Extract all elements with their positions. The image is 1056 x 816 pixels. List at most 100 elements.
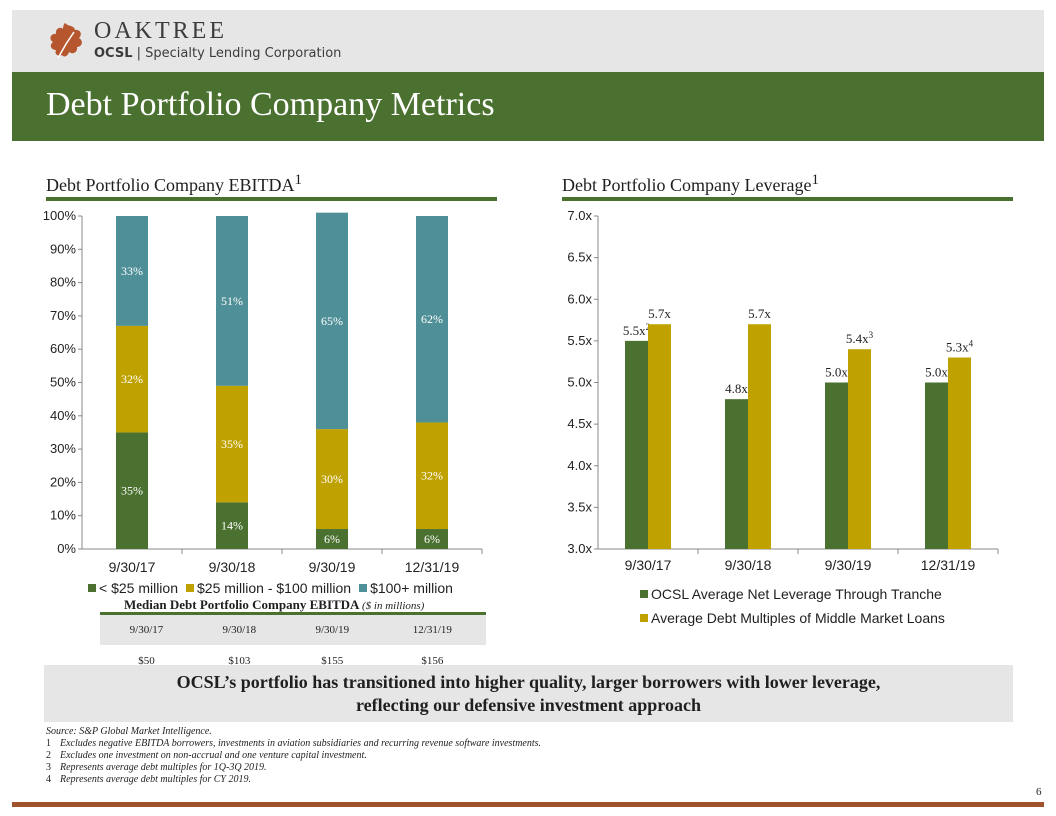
legend-swatch-large <box>359 584 368 592</box>
y-tick-label: 6.0x <box>567 291 592 306</box>
legend-item-ocsl: OCSL Average Net Leverage Through Tranch… <box>640 586 945 602</box>
footnote-number: 2 <box>46 750 51 761</box>
y-tick-label: 80% <box>50 275 76 290</box>
callout-line-1: OCSL’s portfolio has transitioned into h… <box>176 671 881 692</box>
data-label-footnote-ref: 2 <box>646 322 651 332</box>
ebitda-stacked-bar-chart: 0% 10% 20% 30% 40% 50% 60% 70% 80% 90% 100% 9/30/17… <box>43 208 483 575</box>
page-title: Debt Portfolio Company Metrics <box>46 86 495 123</box>
y-tick-label: 4.0x <box>567 458 592 473</box>
legend-item-market: Average Debt Multiples of Middle Market … <box>640 610 945 626</box>
bar <box>648 324 671 549</box>
data-label: 62% <box>421 312 443 326</box>
y-tick-label: 70% <box>50 308 76 323</box>
legend-item-large: $100+ million <box>359 580 453 596</box>
footnote-source: Source: S&P Global Market Intelligence. <box>46 726 212 737</box>
stacked-bar-segment <box>116 216 148 326</box>
ebitda-section-title-text: Debt Portfolio Company EBITDA <box>46 175 295 195</box>
median-table-header: 9/30/17 <box>100 612 193 645</box>
median-table-header: 12/31/19 <box>378 612 486 645</box>
brand-subtitle: OCSL | Specialty Lending Corporation <box>94 46 341 61</box>
leverage-section-rule <box>562 197 1013 201</box>
data-label: 51% <box>221 294 243 308</box>
median-table-title: Median Debt Portfolio Company EBITDA ($ … <box>124 597 424 613</box>
stacked-bar-segment <box>116 432 148 549</box>
stacked-bar-segment <box>316 429 348 530</box>
y-tick-label: 60% <box>50 341 76 356</box>
y-tick-label: 5.0x <box>567 375 592 390</box>
stacked-bar-segment <box>216 385 248 503</box>
x-tick-label: 12/31/19 <box>921 557 976 573</box>
y-tick-label: 3.5x <box>567 499 592 514</box>
bar <box>948 357 971 549</box>
footnote-text: Excludes negative EBITDA borrowers, inve… <box>60 738 542 749</box>
key-takeaway-callout: OCSL’s portfolio has transitioned into h… <box>44 665 1013 722</box>
legend-item-mid: $25 million - $100 million <box>186 580 351 596</box>
data-label: 35% <box>221 437 243 451</box>
x-tick-label: 9/30/18 <box>209 559 256 575</box>
y-tick-label: 20% <box>50 474 76 489</box>
legend-label-ocsl: OCSL Average Net Leverage Through Tranch… <box>651 586 942 602</box>
legend-item-small: < $25 million <box>88 580 178 596</box>
data-label: 32% <box>121 372 143 386</box>
brand-ticker: OCSL <box>94 46 133 61</box>
median-table-title-text: Median Debt Portfolio Company EBITDA <box>124 597 359 612</box>
leverage-section-footnote-ref: 1 <box>811 172 819 188</box>
footnote-item: 1 Excludes negative EBITDA borrowers, inv… <box>46 738 541 750</box>
footnote-item: 4 Represents average debt multiples for C… <box>46 774 541 786</box>
y-tick-label: 5.5x <box>567 333 592 348</box>
y-tick-label: 7.0x <box>567 208 592 223</box>
leverage-section-title: Debt Portfolio Company Leverage1 <box>562 172 819 196</box>
brand-company: | Specialty Lending Corporation <box>132 46 342 61</box>
y-tick-label: 4.5x <box>567 416 592 431</box>
x-tick-label: 9/30/18 <box>725 557 772 573</box>
legend-label-market: Average Debt Multiples of Middle Market … <box>651 610 945 626</box>
stacked-bar-segment <box>216 216 248 386</box>
legend-label-small: < $25 million <box>99 580 178 596</box>
footnote-item: 3 Represents average debt multiples for 1… <box>46 762 541 774</box>
median-table-title-note: ($ in millions) <box>361 600 425 612</box>
stacked-bar-segment <box>316 212 348 430</box>
bar <box>625 340 648 549</box>
data-label-footnote-ref: 3 <box>869 330 874 340</box>
stacked-bar-segment <box>116 325 148 433</box>
leverage-bar-chart: 3.0x 3.5x 4.0x 4.5x 5.0x 5.5x 6.0x 6.5x 7.0x 9/30… <box>567 208 999 573</box>
page-number: 6 <box>1036 786 1042 798</box>
stacked-bar-segment <box>416 422 448 530</box>
data-label: 32% <box>421 469 443 483</box>
brand-name: OAKTREE <box>94 18 227 44</box>
footnote-number: 1 <box>46 738 51 749</box>
y-tick-label: 100% <box>43 208 77 223</box>
bar <box>925 382 948 549</box>
bar <box>748 324 771 549</box>
data-label: 30% <box>321 472 343 486</box>
footnote-item: 2 Excludes one investment on non-accrual … <box>46 750 541 762</box>
x-tick-label: 9/30/17 <box>109 559 156 575</box>
median-ebitda-table: 9/30/17 9/30/18 9/30/19 12/31/19 $50 $10… <box>100 612 486 674</box>
callout-line-2: reflecting our defensive investment appr… <box>356 694 701 715</box>
x-tick-label: 12/31/19 <box>405 559 460 575</box>
data-label: 5.0x <box>925 365 948 380</box>
footnote-text: Represents average debt multiples for CY… <box>60 774 251 785</box>
y-tick-label: 40% <box>50 408 76 423</box>
y-tick-label: 90% <box>50 241 76 256</box>
x-tick-label: 9/30/19 <box>825 557 872 573</box>
oak-leaf-logo-icon <box>50 23 82 59</box>
y-tick-label: 30% <box>50 441 76 456</box>
data-label: 5.3x4 <box>946 339 974 355</box>
y-tick-label: 0% <box>57 541 76 556</box>
y-tick-label: 50% <box>50 375 76 390</box>
y-tick-label: 6.5x <box>567 250 592 265</box>
data-label: 33% <box>121 264 143 278</box>
y-tick-label: 10% <box>50 508 76 523</box>
ebitda-legend: < $25 million $25 million - $100 million… <box>88 580 453 596</box>
legend-swatch-market <box>640 614 648 622</box>
title-band <box>12 72 1044 141</box>
x-tick-label: 9/30/19 <box>309 559 356 575</box>
footnote-text: Represents average debt multiples for 1Q… <box>60 762 267 773</box>
stacked-bar-segment <box>316 529 348 549</box>
stacked-bar-segment <box>416 216 448 423</box>
legend-swatch-ocsl <box>640 590 648 598</box>
data-label: 5.5x2 <box>623 322 650 338</box>
data-label: 4.8x <box>725 381 748 396</box>
data-label: 35% <box>121 484 143 498</box>
